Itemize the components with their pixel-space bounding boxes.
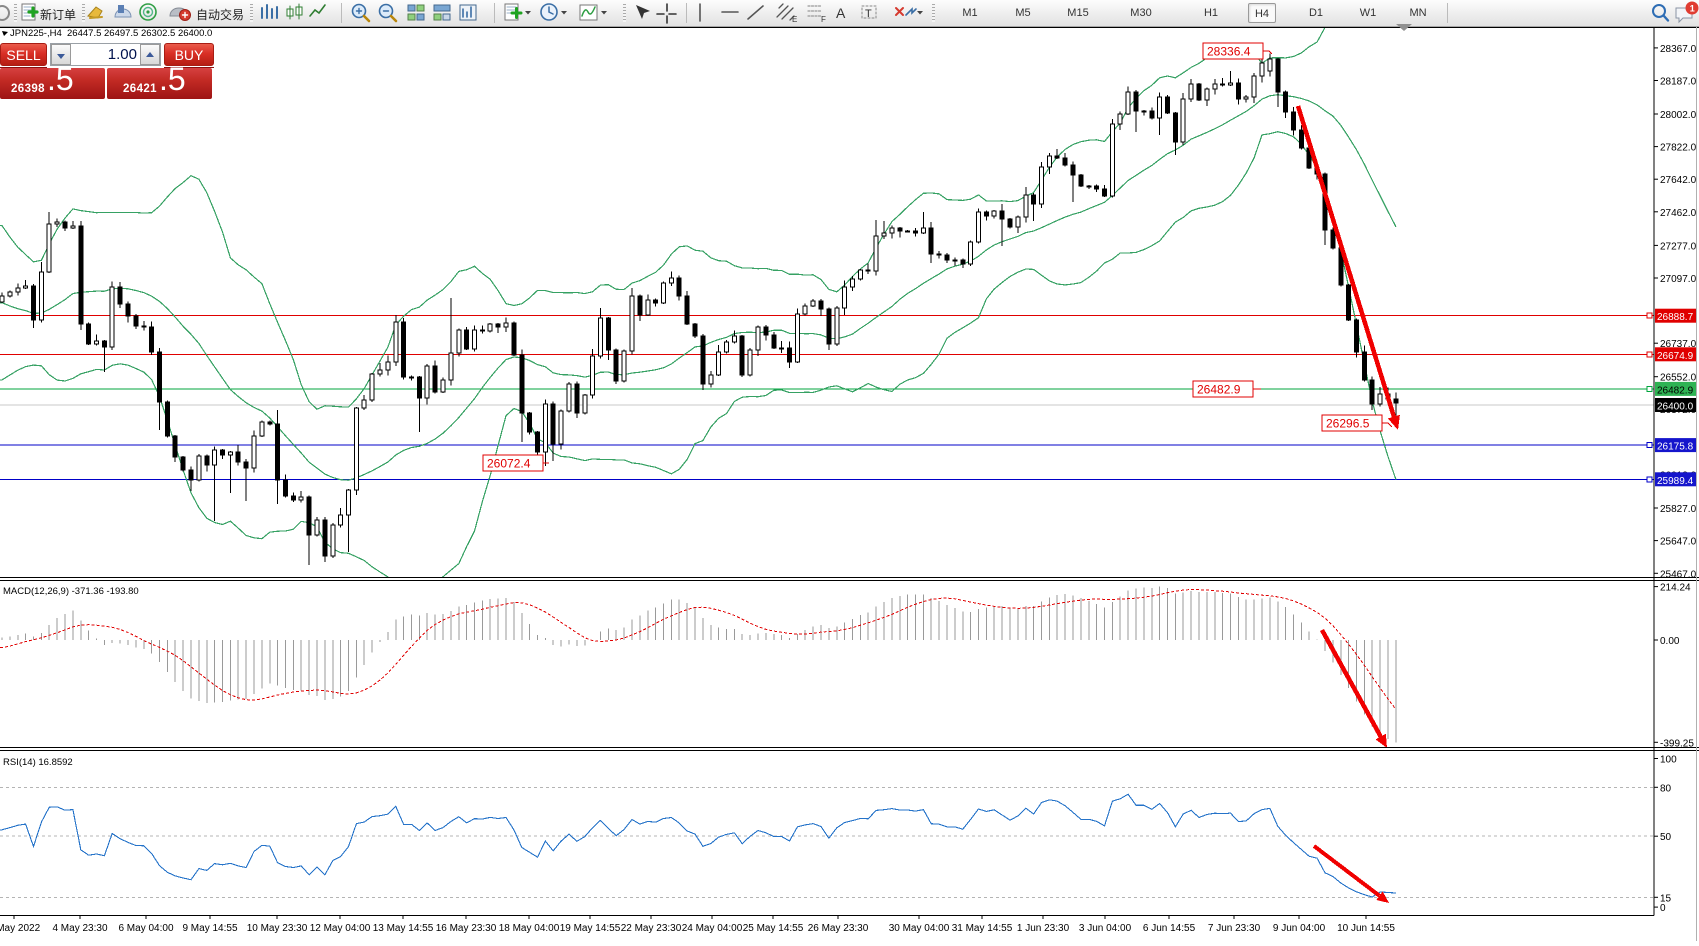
svg-text:31 May 14:55: 31 May 14:55 bbox=[952, 923, 1013, 934]
svg-text:3 May 2022: 3 May 2022 bbox=[0, 923, 41, 934]
svg-text:26175.8: 26175.8 bbox=[1657, 442, 1694, 453]
svg-text:27462.0: 27462.0 bbox=[1660, 208, 1697, 219]
svg-text:26400.0: 26400.0 bbox=[1657, 402, 1694, 413]
svg-text:26737.0: 26737.0 bbox=[1660, 339, 1697, 350]
svg-text:26552.0: 26552.0 bbox=[1660, 373, 1697, 384]
svg-text:F: F bbox=[821, 15, 826, 24]
svg-text:19 May 14:55: 19 May 14:55 bbox=[560, 923, 621, 934]
svg-text:0: 0 bbox=[1660, 903, 1666, 914]
svg-text:26482.9: 26482.9 bbox=[1197, 383, 1241, 397]
svg-text:26 May 23:30: 26 May 23:30 bbox=[808, 923, 869, 934]
svg-text:28336.4: 28336.4 bbox=[1207, 45, 1251, 59]
svg-text:27097.0: 27097.0 bbox=[1660, 274, 1697, 285]
svg-text:26072.4: 26072.4 bbox=[487, 457, 531, 471]
svg-text:1 Jun 23:30: 1 Jun 23:30 bbox=[1017, 923, 1070, 934]
svg-text:12 May 04:00: 12 May 04:00 bbox=[310, 923, 371, 934]
svg-text:80: 80 bbox=[1660, 783, 1672, 794]
svg-text:25989.4: 25989.4 bbox=[1657, 476, 1694, 487]
svg-text:0.00: 0.00 bbox=[1660, 636, 1680, 647]
svg-text:7 Jun 23:30: 7 Jun 23:30 bbox=[1208, 923, 1261, 934]
svg-text:25 May 14:55: 25 May 14:55 bbox=[743, 923, 804, 934]
svg-text:T: T bbox=[865, 8, 872, 20]
svg-text:9 Jun 04:00: 9 Jun 04:00 bbox=[1273, 923, 1326, 934]
svg-text:10 Jun 14:55: 10 Jun 14:55 bbox=[1337, 923, 1395, 934]
svg-text:18 May 04:00: 18 May 04:00 bbox=[499, 923, 560, 934]
svg-text:100: 100 bbox=[1660, 755, 1677, 766]
svg-text:1: 1 bbox=[1690, 4, 1695, 14]
svg-text:9 May 14:55: 9 May 14:55 bbox=[182, 923, 237, 934]
svg-text:27642.0: 27642.0 bbox=[1660, 175, 1697, 186]
svg-text:25827.0: 25827.0 bbox=[1660, 504, 1697, 515]
svg-text:28002.0: 28002.0 bbox=[1660, 110, 1697, 121]
svg-text:28367.0: 28367.0 bbox=[1660, 44, 1697, 55]
svg-text:26674.9: 26674.9 bbox=[1657, 351, 1694, 362]
svg-text:214.24: 214.24 bbox=[1660, 583, 1691, 594]
svg-text:28187.0: 28187.0 bbox=[1660, 77, 1697, 88]
svg-text:13 May 14:55: 13 May 14:55 bbox=[373, 923, 434, 934]
svg-text:27822.0: 27822.0 bbox=[1660, 143, 1697, 154]
svg-text:6 Jun 14:55: 6 Jun 14:55 bbox=[1143, 923, 1196, 934]
svg-text:15: 15 bbox=[1660, 893, 1672, 904]
svg-text:26888.7: 26888.7 bbox=[1657, 312, 1694, 323]
svg-text:25467.0: 25467.0 bbox=[1660, 569, 1697, 580]
svg-text:10 May 23:30: 10 May 23:30 bbox=[247, 923, 308, 934]
svg-text:3 Jun 04:00: 3 Jun 04:00 bbox=[1079, 923, 1132, 934]
svg-text:22 May 23:30: 22 May 23:30 bbox=[621, 923, 682, 934]
svg-text:RSI(14) 16.8592: RSI(14) 16.8592 bbox=[3, 757, 73, 768]
svg-text:26482.9: 26482.9 bbox=[1657, 385, 1694, 396]
svg-text:JPN225-,H4 26447.5 26497.5 26: JPN225-,H4 26447.5 26497.5 26302.5 26400… bbox=[10, 28, 212, 39]
svg-text:4 May 23:30: 4 May 23:30 bbox=[52, 923, 107, 934]
svg-text:27277.0: 27277.0 bbox=[1660, 241, 1697, 252]
svg-text:24 May 04:00: 24 May 04:00 bbox=[682, 923, 743, 934]
svg-text:MACD(12,26,9) -371.36 -193.80: MACD(12,26,9) -371.36 -193.80 bbox=[3, 586, 139, 597]
svg-text:50: 50 bbox=[1660, 832, 1672, 843]
svg-text:25647.0: 25647.0 bbox=[1660, 537, 1697, 548]
svg-text:A: A bbox=[836, 5, 846, 21]
svg-text:E: E bbox=[792, 15, 797, 24]
svg-text:16 May 23:30: 16 May 23:30 bbox=[436, 923, 497, 934]
svg-text:-399.25: -399.25 bbox=[1660, 738, 1694, 749]
svg-text:30 May 04:00: 30 May 04:00 bbox=[889, 923, 950, 934]
svg-text:6 May 04:00: 6 May 04:00 bbox=[118, 923, 173, 934]
svg-text:°: ° bbox=[40, 27, 43, 32]
svg-text:26296.5: 26296.5 bbox=[1326, 417, 1370, 431]
